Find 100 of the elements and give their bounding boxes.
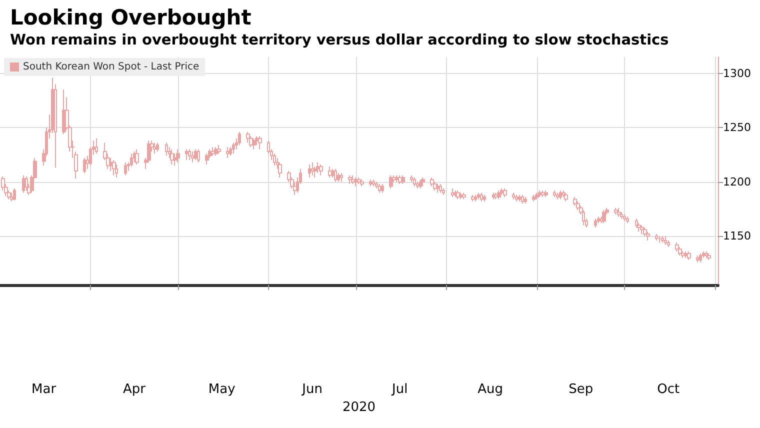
x-tick-label: Apr	[123, 382, 146, 397]
candlestick	[667, 240, 670, 248]
candlestick	[205, 153, 209, 165]
candlestick	[454, 190, 457, 198]
candlestick	[331, 168, 334, 178]
chart-subtitle: Won remains in overbought territory versus dollar according to slow stochastics	[10, 32, 669, 48]
candlestick	[553, 190, 556, 198]
candlestick	[623, 214, 626, 222]
candlestick	[308, 164, 311, 178]
candlestick	[232, 142, 235, 154]
candlestick	[459, 192, 463, 200]
candlestick	[655, 233, 658, 241]
candlestick	[115, 164, 118, 178]
candlestick	[518, 194, 521, 202]
candlestick	[10, 192, 13, 202]
candlestick	[156, 142, 159, 152]
candlestick	[293, 181, 297, 196]
candlestick	[702, 250, 705, 258]
candlestick	[229, 146, 232, 156]
x-tick-label: Mar	[32, 382, 57, 397]
y2-tick-label: 1200	[723, 175, 751, 188]
candlestick	[133, 150, 136, 163]
candlestick	[617, 207, 621, 218]
candlestick	[538, 190, 542, 198]
candlestick	[130, 153, 133, 168]
candlestick	[637, 222, 641, 232]
candlestick	[413, 177, 416, 187]
candlestick	[25, 176, 28, 192]
candlestick	[442, 188, 445, 196]
candlestick	[532, 194, 536, 202]
candlestick	[661, 236, 664, 244]
candlestick	[503, 188, 507, 198]
x-tick-label: Jul	[391, 382, 408, 397]
candlestick	[512, 192, 515, 200]
candlestick	[188, 148, 191, 161]
candlestick	[471, 194, 475, 202]
candlestick	[573, 196, 577, 206]
candlestick	[524, 196, 527, 204]
candlestick	[483, 194, 486, 202]
candlestick	[95, 138, 98, 154]
candlestick	[360, 179, 364, 187]
candlestick	[252, 138, 256, 150]
candlestick	[620, 212, 623, 220]
candlestick	[381, 184, 384, 194]
candlestick	[62, 89, 66, 135]
candlestick	[357, 177, 361, 185]
candlestick	[214, 146, 218, 156]
x-axis-title: 2020	[342, 400, 376, 415]
y2-tick-label: 1300	[723, 66, 751, 80]
x-tick-label: Oct	[657, 382, 680, 397]
candlestick	[378, 184, 381, 194]
candlestick	[372, 179, 375, 187]
candlestick	[375, 181, 378, 189]
candlestick	[246, 131, 250, 144]
candlestick	[369, 179, 372, 187]
y2-tick-label: 1250	[723, 121, 751, 134]
candlestick	[83, 157, 86, 174]
candlestick	[389, 174, 393, 189]
candlestick	[273, 153, 276, 166]
candlestick	[684, 250, 688, 258]
candlestick	[238, 131, 241, 146]
candlestick	[421, 177, 425, 187]
candlestick	[316, 162, 320, 174]
candlestick	[401, 174, 405, 185]
candlestick	[576, 200, 580, 211]
candlestick	[226, 146, 229, 158]
chart-title: Looking Overbought	[10, 6, 252, 30]
candlestick	[439, 184, 442, 194]
candlestick	[562, 190, 565, 198]
candlestick	[497, 190, 501, 200]
candlestick	[416, 181, 419, 189]
candlestick	[687, 250, 691, 261]
candlestick	[311, 162, 314, 176]
candlestick	[658, 236, 661, 244]
candlestick	[462, 192, 466, 200]
candlestick	[626, 216, 629, 224]
candlestick	[582, 210, 585, 226]
candlestick	[135, 148, 139, 165]
candlestick	[707, 253, 711, 261]
candlestick	[395, 174, 399, 182]
candlestick	[515, 194, 518, 202]
x-tick-label: Aug	[478, 382, 504, 397]
candlestick	[419, 179, 422, 189]
candlestick	[197, 148, 200, 163]
candlestick	[351, 174, 355, 185]
candlestick	[480, 192, 483, 202]
candlestick	[340, 172, 343, 182]
candlestick	[564, 192, 568, 202]
candlestick	[643, 226, 647, 237]
candlestick	[170, 148, 174, 165]
candlestick	[255, 136, 259, 146]
candlestick	[678, 246, 682, 256]
candlestick	[705, 250, 708, 258]
candlestick	[640, 224, 644, 234]
candlestick	[194, 148, 197, 161]
candlestick	[646, 231, 650, 241]
candlestick	[22, 174, 25, 194]
candlestick	[594, 218, 597, 228]
candlestick	[681, 250, 685, 258]
candlestick	[313, 166, 317, 178]
